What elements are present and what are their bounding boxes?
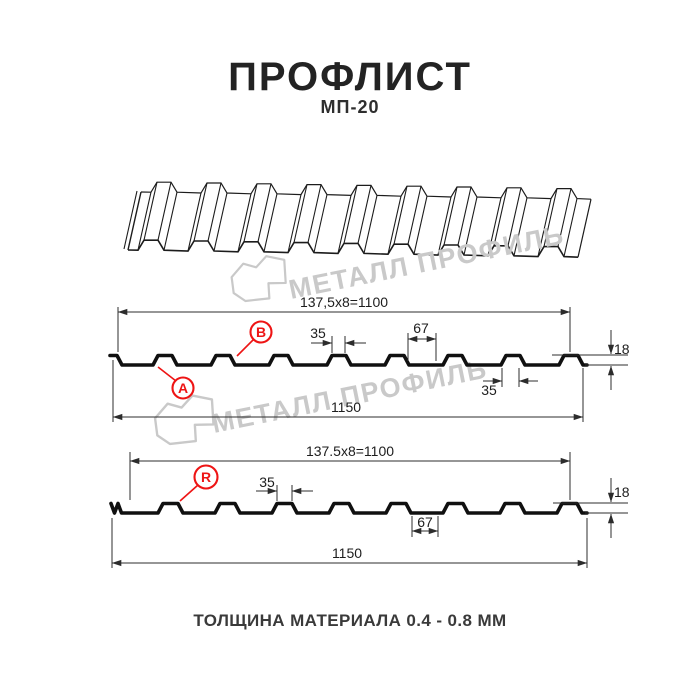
page-title: ПРОФЛИСТ xyxy=(228,55,472,99)
sheet-3d-ridge-line xyxy=(137,192,152,251)
sheet-3d-ridge-line xyxy=(513,197,528,256)
sheet-3d-ridge-line xyxy=(507,187,522,246)
dim-crest-bottom-width-top: 35 xyxy=(481,382,497,398)
sheet-3d-ridge-line xyxy=(557,188,572,247)
profile-section-top xyxy=(108,353,589,367)
callout-letter-b: B xyxy=(256,324,266,340)
leader-line-a xyxy=(157,366,177,382)
sheet-3d-ridge-line xyxy=(263,193,278,252)
sheet-3d-ridge-line xyxy=(463,196,478,256)
watermark-middle: МЕТАЛЛ ПРОФИЛЬ xyxy=(153,354,490,446)
metal-profil-logo-icon xyxy=(230,255,287,303)
sheet-3d-ridge-line xyxy=(493,187,508,246)
dim-valley-width-bottom: 67 xyxy=(417,514,433,530)
sheet-3d-ridge-line xyxy=(543,188,558,247)
sheet-3d-ridge-line xyxy=(157,182,172,241)
sheet-3d-ridge-line xyxy=(213,192,228,252)
sheet-3d-ridge-line xyxy=(357,185,372,244)
sheet-3d-body xyxy=(128,182,591,258)
dim-total-width-top: 1150 xyxy=(331,399,361,415)
sheet-3d-ridge-line xyxy=(443,186,458,246)
dimensions-bottom-profile xyxy=(111,452,628,568)
sheet-3d-right-edge xyxy=(577,199,592,258)
sheet-3d-ridge-line xyxy=(187,192,202,252)
callout-circle-a xyxy=(171,376,195,400)
sheet-3d-front-edge xyxy=(127,239,579,258)
sheet-3d-ridge-line xyxy=(293,184,308,243)
sheet-3d-ridge-line xyxy=(437,196,452,256)
sheet-3d-ridge-line xyxy=(413,196,428,255)
sheet-3d-left-edge xyxy=(127,191,142,251)
sheet-3d-ridge-line xyxy=(393,186,408,245)
dim-height-top: 18 xyxy=(614,341,630,357)
dim-height-bottom: 18 xyxy=(614,484,630,500)
callout-letter-r: R xyxy=(201,469,211,485)
sheet-3d-ridge-line xyxy=(237,193,252,252)
dim-valley-width-top: 67 xyxy=(413,320,429,336)
dim-crest-width-bottom: 35 xyxy=(259,474,275,490)
sheet-3d-ridge-line xyxy=(537,198,552,257)
material-thickness-note: ТОЛЩИНА МАТЕРИАЛА 0.4 - 0.8 ММ xyxy=(193,611,507,630)
dimensions-top-profile xyxy=(112,307,628,422)
sheet-3d-ridge-line xyxy=(257,183,272,242)
callout-letter-a: A xyxy=(178,380,188,396)
dim-total-width-bottom: 1150 xyxy=(332,545,362,561)
callout-circle-r xyxy=(193,464,219,490)
sheet-3d-ridge-line xyxy=(307,184,322,243)
metal-profil-logo-icon xyxy=(153,394,215,446)
sheet-3d-ridge-line xyxy=(243,183,258,242)
callout-circle-b xyxy=(249,320,273,344)
labels-top-profile: 137,5x8=1100 35 67 35 18 1150 A B xyxy=(157,294,630,415)
dim-module-length-top: 137,5x8=1100 xyxy=(300,294,388,310)
sheet-3d-ridge-line xyxy=(343,185,358,244)
sheet-3d-back-edge xyxy=(140,181,592,200)
leader-line-b xyxy=(236,338,255,357)
dim-crest-width-top: 35 xyxy=(310,325,326,341)
product-code: МП-20 xyxy=(320,97,380,117)
sheet-3d-ridge-line xyxy=(337,195,352,254)
sheet-3d-view xyxy=(123,181,592,258)
sheet-3d-ridge-line xyxy=(363,195,378,254)
dim-module-length-bottom: 137.5x8=1100 xyxy=(306,443,394,459)
sheet-3d-left-edge-inner xyxy=(123,190,138,250)
sheet-3d-ridge-line xyxy=(163,192,178,251)
sheet-3d-ridge-line xyxy=(193,182,208,242)
profile-line-top xyxy=(108,353,589,367)
sheet-3d-ridge-line xyxy=(207,182,222,242)
sheet-3d-ridge-line xyxy=(563,198,578,257)
sheet-3d-ridge-line xyxy=(457,186,472,246)
sheet-3d-ridge-line xyxy=(387,196,402,255)
sheet-3d-ridge-line xyxy=(487,197,502,256)
sheet-3d-ridge-line xyxy=(143,182,158,241)
sheet-3d-ridge-line xyxy=(313,194,328,253)
leader-line-r xyxy=(179,484,199,502)
labels-bottom-profile: 137.5x8=1100 35 67 18 1150 R xyxy=(179,443,630,561)
profile-section-bottom xyxy=(109,501,589,515)
profile-line-bottom xyxy=(109,501,589,515)
sheet-3d-ridge-line xyxy=(407,186,422,245)
sheet-3d-ridge-line xyxy=(287,194,302,253)
